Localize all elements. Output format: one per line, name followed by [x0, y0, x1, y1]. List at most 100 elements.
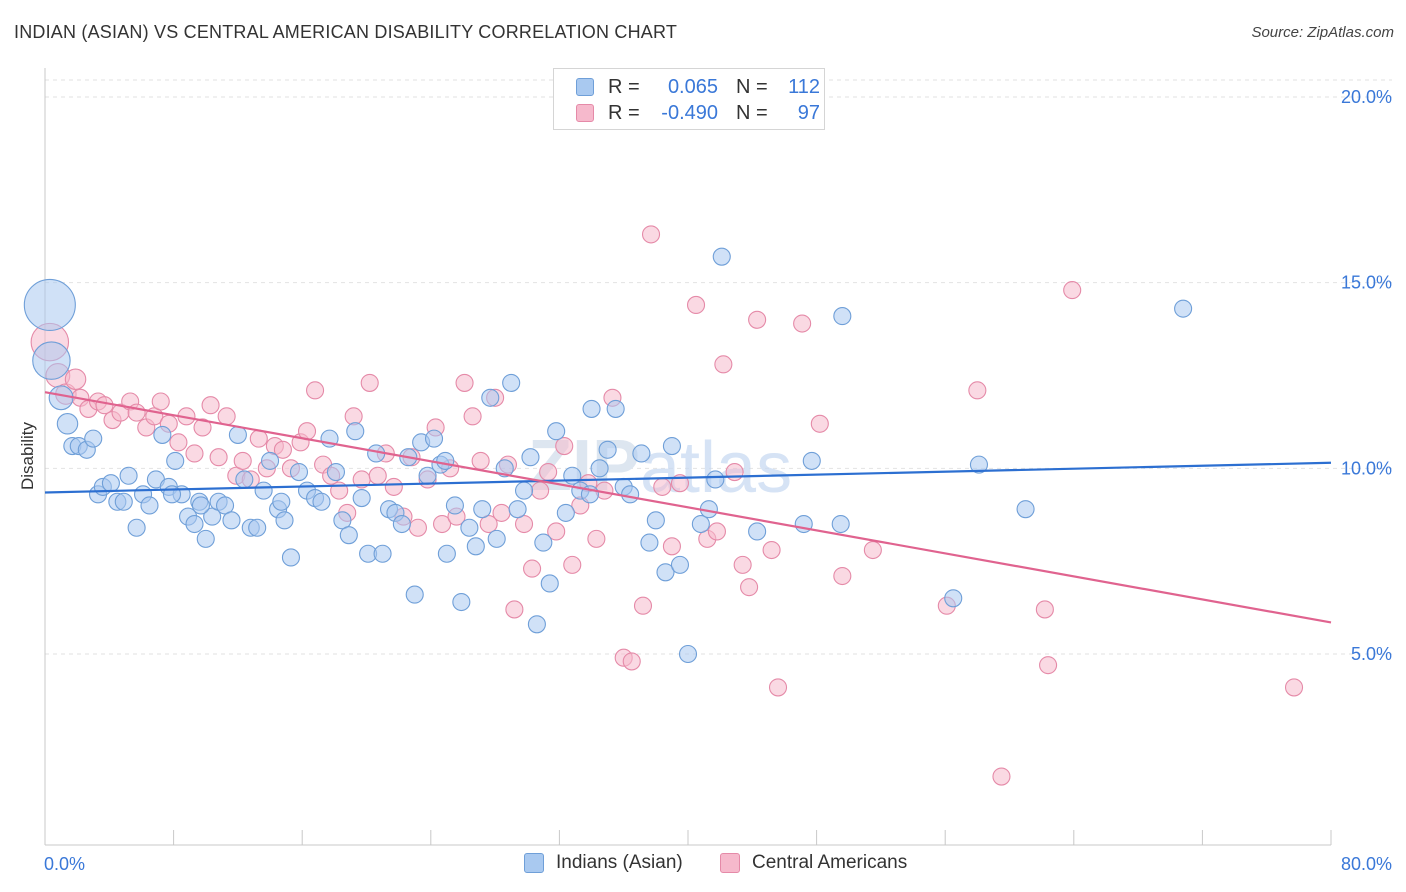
central-point-59 [505, 600, 524, 619]
y-tick-labels: 5.0% 10.0% 15.0% 20.0% [1341, 87, 1392, 664]
indian-point-2 [48, 385, 74, 411]
n-label: N = [736, 75, 768, 98]
central-point-64 [547, 522, 566, 541]
central-point-21 [209, 448, 228, 467]
central-point-62 [531, 481, 550, 500]
central-point-98 [1063, 281, 1082, 300]
indian-point-74 [527, 615, 546, 634]
central-point-81 [707, 522, 726, 541]
central-point-26 [249, 429, 268, 448]
central-point-86 [748, 310, 767, 329]
indian-point-104 [969, 455, 989, 474]
legend-item-indian: Indians (Asian) [524, 852, 683, 874]
central-point-91 [833, 566, 852, 586]
central-point-66 [563, 555, 582, 574]
y-axis-title: Disability [18, 421, 37, 490]
indian-point-31 [235, 470, 254, 489]
n-value: 97 [797, 101, 820, 124]
y-tick-label-3: 20.0% [1341, 87, 1392, 107]
trend-lines [44, 391, 1332, 624]
central-point-88 [768, 678, 788, 697]
indian-point-69 [495, 459, 514, 478]
indian-point-67 [481, 388, 500, 407]
indian-point-65 [466, 537, 485, 556]
central-point-41 [368, 466, 387, 485]
indian-point-100 [802, 451, 821, 470]
blue-swatch [524, 853, 544, 873]
indian-point-30 [228, 425, 247, 444]
indian-point-98 [748, 522, 767, 541]
indian-point-83 [598, 440, 617, 459]
central-point-69 [587, 529, 606, 548]
central-point-83 [725, 462, 744, 482]
indian-point-29 [222, 511, 241, 530]
y-tick-label-0: 5.0% [1351, 644, 1392, 664]
central-point-85 [740, 578, 759, 597]
stats-legend-row-indian: R = 0.065 N = 112 [576, 75, 820, 99]
x-ticks [44, 830, 1332, 845]
indian-point-72 [514, 481, 534, 500]
indian-point-25 [196, 529, 215, 548]
indian-point-66 [473, 500, 492, 519]
x-tick-label-right: 80.0% [1341, 854, 1392, 874]
stats-legend: R = 0.065 N = 112 R = -0.490 N = 97 [553, 68, 825, 130]
indian-point-37 [275, 511, 294, 530]
indian-point-78 [556, 503, 575, 522]
indian-point-108 [191, 496, 210, 515]
central-point-57 [492, 503, 511, 522]
indian-point-23 [185, 514, 204, 534]
indian-point-70 [502, 373, 521, 392]
indian-point-77 [547, 422, 566, 441]
indian-point-90 [656, 563, 675, 582]
indian-point-42 [312, 492, 331, 511]
indian-point-97 [712, 247, 731, 266]
central-point-19 [193, 418, 212, 437]
central-point-74 [633, 596, 653, 615]
y-tick-label-2: 15.0% [1341, 273, 1392, 293]
indian-point-33 [248, 518, 267, 537]
watermark-atlas: atlas [640, 428, 792, 508]
central-point-63 [539, 462, 558, 482]
indian-point-38 [281, 548, 300, 567]
central-point-95 [992, 767, 1011, 786]
central-point-49 [433, 514, 452, 534]
indian-point-86 [621, 485, 640, 504]
indian-point-39 [289, 462, 309, 482]
indian-point-73 [521, 448, 540, 467]
pink-swatch [576, 104, 594, 122]
r-label: R = [608, 101, 640, 124]
indian-point-96 [706, 470, 725, 489]
indian-point-105 [1016, 500, 1035, 519]
indian-point-61 [437, 544, 456, 563]
central-point-97 [1039, 656, 1058, 675]
indian-point-109 [272, 492, 291, 511]
indian-point-64 [460, 518, 479, 537]
central-point-96 [1035, 600, 1054, 619]
indian-trend-line [44, 461, 1332, 494]
source-label: Source: ZipAtlas.com [1251, 24, 1394, 41]
indian-point-1 [32, 341, 71, 380]
central-point-3 [64, 368, 87, 390]
indian-point-81 [582, 399, 601, 418]
central-point-7 [95, 396, 114, 415]
indian-point-76 [540, 574, 559, 593]
central-point-82 [714, 355, 733, 374]
central-trend-line [44, 391, 1332, 624]
indian-point-94 [691, 514, 710, 534]
central-point-53 [463, 407, 482, 426]
indian-point-3 [56, 413, 79, 435]
r-value: -0.490 [661, 101, 718, 124]
central-point-29 [273, 440, 292, 459]
indian-point-34 [254, 481, 273, 500]
indian-point-84 [606, 399, 625, 418]
central-point-99 [1284, 678, 1304, 697]
indian-point-89 [646, 511, 665, 530]
central-point-43 [384, 477, 403, 496]
n-label: N = [736, 101, 768, 124]
indian-point-79 [563, 466, 582, 485]
indian-point-56 [405, 585, 424, 604]
central-point-46 [408, 518, 427, 537]
indian-point-18 [153, 425, 172, 444]
indian-point-62 [445, 496, 464, 515]
